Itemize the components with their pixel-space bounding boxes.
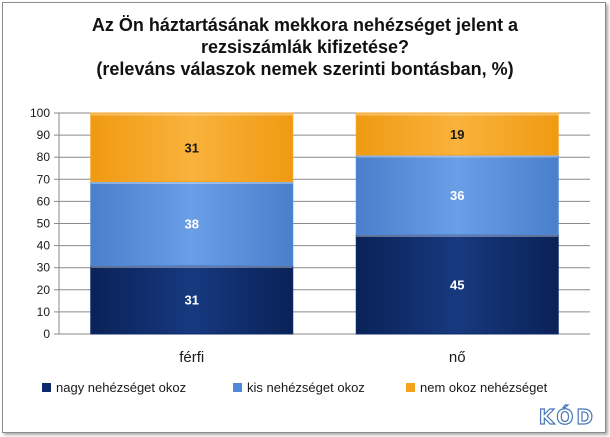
title-line-3: (releváns válaszok nemek szerinti bontás… bbox=[96, 59, 514, 79]
legend-swatch bbox=[233, 383, 242, 392]
legend-label: kis nehézséget okoz bbox=[247, 380, 365, 395]
y-tick-label: 40 bbox=[37, 239, 51, 253]
legend-swatch bbox=[406, 383, 415, 392]
y-tick-label: 30 bbox=[37, 261, 51, 275]
legend: nagy nehézséget okoz kis nehézséget okoz n… bbox=[42, 380, 548, 395]
bar-segment bbox=[90, 181, 294, 266]
y-tick-label: 70 bbox=[37, 172, 51, 186]
x-category-label: férfi bbox=[179, 349, 204, 366]
legend-label: nem okoz nehézséget bbox=[420, 380, 548, 395]
data-label: 31 bbox=[185, 293, 199, 308]
bar-segment bbox=[355, 112, 559, 156]
data-label: 45 bbox=[450, 277, 464, 292]
bar-segment bbox=[90, 112, 294, 183]
legend-swatch bbox=[42, 383, 51, 392]
bar-segment bbox=[355, 154, 559, 236]
x-category-label: nő bbox=[449, 349, 466, 366]
y-tick-label: 80 bbox=[37, 150, 51, 164]
data-label: 36 bbox=[450, 188, 464, 203]
legend-label: nagy nehézséget okoz bbox=[56, 380, 186, 395]
bar-segment bbox=[355, 234, 559, 335]
y-tick-label: 0 bbox=[43, 327, 50, 341]
title-line-2: rezsiszámlák kifizetése? bbox=[200, 37, 410, 57]
data-label: 31 bbox=[185, 140, 199, 155]
kod-logo: KÓD bbox=[538, 404, 596, 429]
y-tick-label: 90 bbox=[37, 128, 51, 142]
title-line-1: Az Ön háztartásának mekkora nehézséget j… bbox=[91, 15, 519, 35]
data-label: 38 bbox=[185, 217, 199, 232]
bars bbox=[90, 112, 559, 335]
y-tick-label: 100 bbox=[30, 106, 50, 120]
data-labels: 31 38 31 45 36 19 bbox=[185, 127, 465, 308]
chart-title: Az Ön háztartásának mekkora nehézséget j… bbox=[0, 14, 610, 80]
y-tick-label: 20 bbox=[37, 283, 51, 297]
y-tick-label: 50 bbox=[37, 217, 51, 231]
y-tick-label: 60 bbox=[37, 194, 51, 208]
data-label: 19 bbox=[450, 127, 464, 142]
y-axis: 0 10 20 30 40 50 60 70 80 90 100 bbox=[30, 106, 60, 341]
y-tick-label: 10 bbox=[37, 305, 51, 319]
x-axis-labels: férfi nő bbox=[179, 349, 465, 366]
bar-segment bbox=[90, 264, 294, 335]
